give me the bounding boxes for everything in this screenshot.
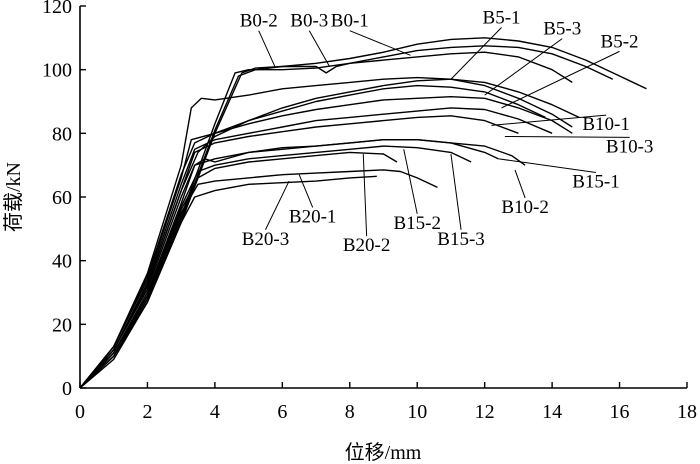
- plot-lines: [79, 37, 647, 389]
- x-tick-label: 14: [542, 401, 562, 423]
- series-label-b15-2: B15-2: [393, 213, 441, 234]
- x-tick-label: 12: [475, 401, 495, 423]
- y-tick-label: 100: [42, 60, 72, 82]
- label-leaders: [258, 27, 630, 237]
- leader-line-b0-2: [258, 30, 277, 69]
- series-line-b10-1: [79, 115, 519, 389]
- series-label-b20-2: B20-2: [343, 235, 391, 256]
- y-tick-label: 40: [52, 251, 72, 273]
- x-tick-label: 16: [610, 401, 630, 423]
- series-label-b5-2: B5-2: [601, 31, 639, 52]
- leader-line-b20-3: [265, 180, 290, 230]
- y-ticks: 0 20 40 60 80 100 120: [42, 0, 86, 400]
- series-line-b20-1: [79, 169, 438, 389]
- series-label-b0-1: B0-1: [331, 11, 369, 32]
- y-tick-label: 60: [52, 187, 72, 209]
- series-label-b0-3: B0-3: [290, 11, 328, 32]
- leader-line-b5-3: [484, 38, 563, 96]
- x-tick-label: 4: [210, 401, 220, 423]
- series-label-b0-2: B0-2: [240, 11, 278, 32]
- x-tick-label: 0: [75, 401, 85, 423]
- leader-line-b20-1: [298, 174, 314, 208]
- series-line-b10-2: [79, 138, 526, 389]
- leader-line-b5-2: [501, 50, 620, 109]
- leader-line-b5-1: [450, 27, 502, 80]
- series-label-b15-1: B15-1: [572, 171, 620, 192]
- leader-line-b10-1: [491, 114, 607, 126]
- x-tick-label: 2: [142, 401, 152, 423]
- x-tick-label: 6: [277, 401, 287, 423]
- series-line-b0-2: [79, 51, 573, 389]
- y-tick-label: 0: [62, 378, 72, 400]
- series-line-b15-3: [79, 138, 499, 389]
- leader-line-b10-2: [514, 169, 526, 199]
- series-label-b5-3: B5-3: [543, 19, 581, 40]
- series-line-b0-1: [79, 37, 647, 389]
- x-tick-label: 10: [407, 401, 427, 423]
- x-axis-title: 位移/mm: [345, 441, 422, 464]
- series-label-b10-2: B10-2: [501, 197, 549, 218]
- leader-line-b15-1: [498, 158, 597, 173]
- series-line-b10-3: [79, 107, 553, 389]
- leader-line-b15-3: [450, 153, 462, 230]
- series-label-b20-3: B20-3: [242, 229, 290, 250]
- y-tick-label: 20: [52, 314, 72, 336]
- series-line-b20-3: [79, 175, 377, 389]
- series-line-b15-1: [79, 95, 573, 389]
- y-tick-label: 120: [42, 0, 72, 18]
- series-labels: B0-1 B0-2 B0-3 B5-1 B5-2 B5-3 B10-1 B10-2 B10-3 B…: [240, 8, 654, 257]
- series-label-b20-1: B20-1: [289, 206, 337, 227]
- series-line-b20-2: [79, 151, 398, 389]
- series-label-b10-3: B10-3: [606, 136, 654, 157]
- leader-line-b20-2: [362, 154, 368, 237]
- y-axis-title: 荷载/kN: [2, 162, 25, 232]
- x-tick-label: 8: [345, 401, 355, 423]
- leader-line-b0-3: [308, 30, 330, 67]
- x-ticks: 0 2 4 6 8 10 12 14 16 18: [75, 382, 697, 423]
- leader-line-b0-1: [349, 30, 411, 56]
- series-line-b5-2: [79, 84, 546, 389]
- leader-line-b10-3: [504, 136, 630, 138]
- series-label-b10-1: B10-1: [582, 114, 630, 135]
- leader-line-b15-2: [403, 149, 418, 214]
- y-tick-label: 80: [52, 123, 72, 145]
- series-label-b15-3: B15-3: [437, 229, 485, 250]
- series-label-b5-1: B5-1: [483, 8, 521, 29]
- x-tick-label: 18: [677, 401, 697, 423]
- series-line-b5-3: [79, 76, 573, 389]
